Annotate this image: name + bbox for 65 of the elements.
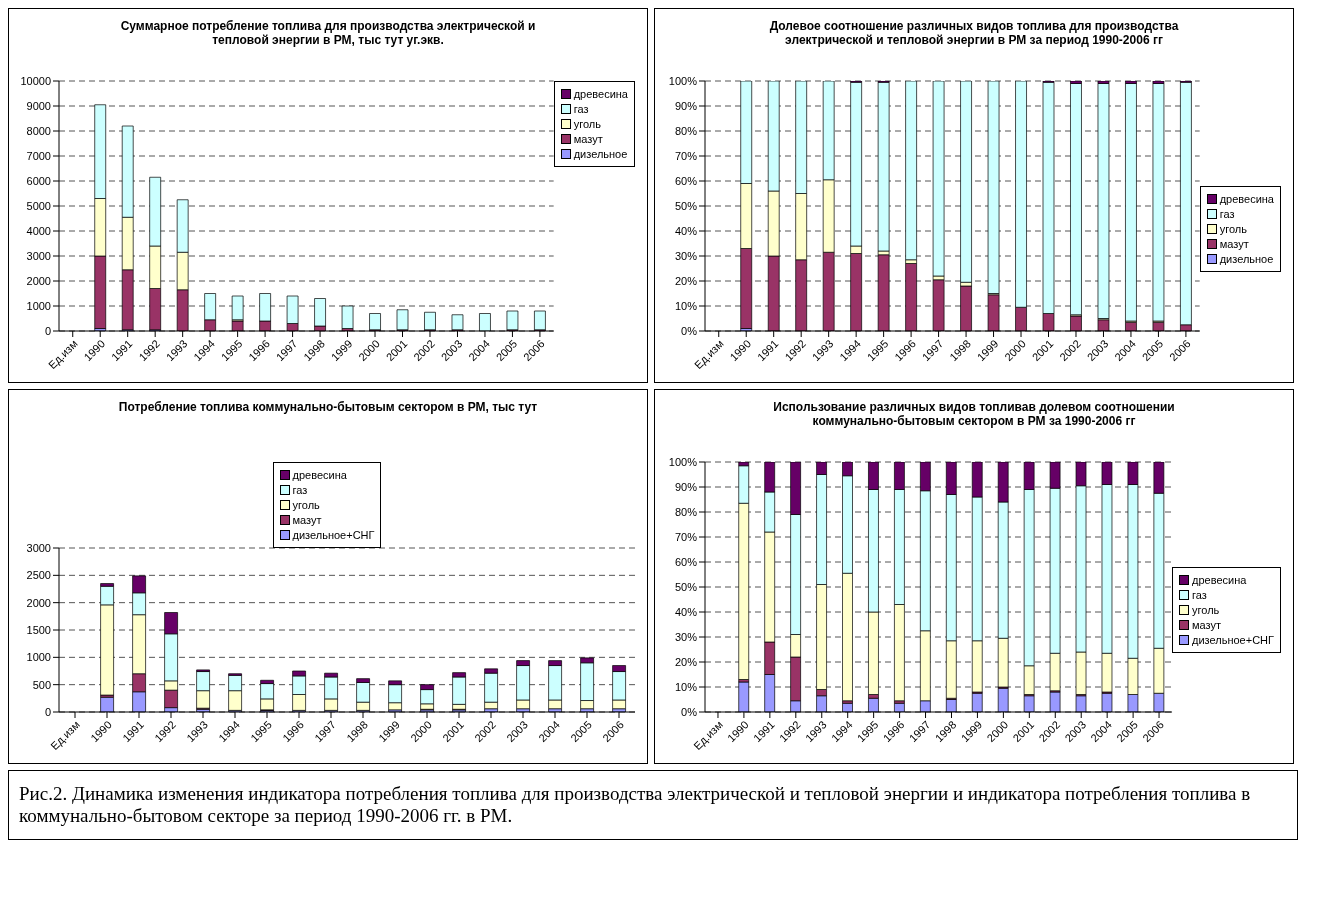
- y-tick-label: 30%: [674, 249, 698, 262]
- y-tick-label: 1000: [26, 651, 51, 664]
- y-tick-label: 90%: [674, 480, 698, 493]
- legend-label: мазут: [1192, 618, 1222, 631]
- chart-title: Суммарное потребление топлива для производства электрической и тепловой энергии в РМ, тыс тут уг.экв.: [119, 18, 537, 49]
- y-tick-label: 5000: [26, 199, 51, 212]
- y-tick-label: 80%: [674, 505, 698, 518]
- y-tick-label: 8000: [26, 124, 51, 137]
- y-tick-label: 500: [32, 678, 51, 691]
- y-tick-label: 80%: [674, 124, 698, 137]
- y-tick-label: 100%: [668, 74, 698, 87]
- y-tick-label: 90%: [674, 99, 698, 112]
- y-tick-label: 2000: [26, 596, 51, 609]
- legend-label: мазут: [1219, 237, 1249, 250]
- y-tick-label: 100%: [668, 455, 698, 468]
- y-tick-label: 40%: [674, 605, 698, 618]
- y-tick-label: 9000: [26, 99, 51, 112]
- y-tick-label: 50%: [674, 580, 698, 593]
- y-tick-label: 10%: [674, 680, 698, 693]
- y-tick-label: 4000: [26, 224, 51, 237]
- y-tick-label: 3000: [26, 541, 51, 554]
- y-tick-label: 60%: [674, 555, 698, 568]
- y-tick-label: 20%: [674, 655, 698, 668]
- legend-label: газ: [292, 484, 308, 496]
- legend-label: древесина: [1192, 573, 1247, 586]
- chart-title: Использование различных видов топливав долевом соотношении коммунально-бытовым сектором в РМ за 1990-2006 гг: [772, 399, 1176, 430]
- legend-label: газ: [1192, 588, 1207, 601]
- y-tick-label: 6000: [26, 174, 51, 187]
- y-tick-label: 60%: [674, 174, 698, 187]
- y-tick-label: 10%: [674, 299, 698, 312]
- y-tick-label: 0: [44, 324, 51, 337]
- legend-label: дизельное+СНГ: [1192, 633, 1274, 646]
- legend-label: уголь: [292, 499, 320, 511]
- legend-label: древесина: [573, 88, 628, 100]
- legend-label: уголь: [573, 118, 601, 130]
- y-tick-label: 0%: [681, 705, 698, 718]
- text: Рис.2. Динамика изменения индикатора потребления топлива для производства электрической и тепловой энергии и индикатора потребления топлива в коммунально-бытовом секторе за период 1990-2006 гг. в РМ.: [8, 770, 1298, 840]
- y-tick-label: 3000: [26, 249, 51, 262]
- legend-label: мазут: [292, 514, 322, 526]
- legend-label: дизельное+СНГ: [292, 529, 375, 541]
- y-tick-label: 1500: [26, 623, 51, 636]
- y-tick-label: 2500: [26, 569, 51, 582]
- y-tick-label: 0%: [681, 324, 698, 337]
- y-tick-label: 40%: [674, 224, 698, 237]
- y-tick-label: 2000: [26, 274, 51, 287]
- legend-label: газ: [1219, 207, 1235, 220]
- y-tick-label: 10000: [20, 74, 51, 87]
- y-tick-label: 20%: [674, 274, 698, 287]
- legend-label: газ: [573, 103, 589, 115]
- y-tick-label: 1000: [26, 299, 51, 312]
- y-tick-label: 70%: [674, 530, 698, 543]
- y-tick-label: 50%: [674, 199, 698, 212]
- chart-title: Потребление топлива коммунально-бытовым сектором в РМ, тыс тут: [117, 399, 539, 416]
- y-tick-label: 0: [44, 705, 51, 718]
- chart-title: Долевое соотношение различных видов топлива для производства электрической и тепловой энергии в РМ за период 1990-2006 гг: [768, 18, 1180, 49]
- legend-label: уголь: [1219, 222, 1247, 235]
- legend-label: уголь: [1192, 603, 1220, 616]
- y-tick-label: 70%: [674, 149, 698, 162]
- y-tick-label: 7000: [26, 149, 51, 162]
- legend-label: мазут: [573, 133, 603, 145]
- legend-label: дизельное: [573, 148, 628, 160]
- y-tick-label: 30%: [674, 630, 698, 643]
- legend-label: дизельное: [1219, 252, 1274, 265]
- legend-label: древесина: [292, 469, 347, 481]
- legend-label: древесина: [1219, 192, 1274, 205]
